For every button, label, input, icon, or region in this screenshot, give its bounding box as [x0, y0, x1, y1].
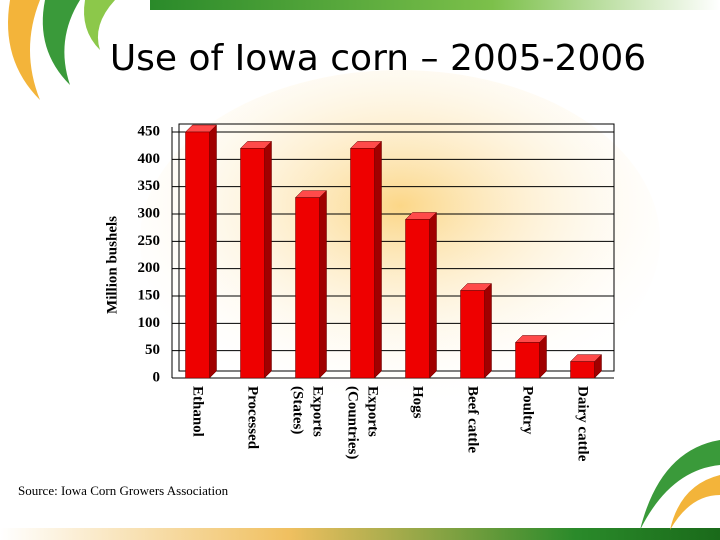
bar [405, 219, 430, 379]
bar [350, 148, 375, 379]
bar-side [429, 211, 437, 379]
swoosh [670, 475, 720, 530]
bar [240, 148, 265, 379]
bar-side [209, 124, 217, 379]
bar [515, 342, 540, 379]
x-tick-label: Hogs [409, 386, 426, 419]
plot-wall [178, 123, 615, 372]
y-tick-label: 400 [138, 151, 161, 167]
swoosh [640, 440, 720, 530]
swoosh [84, 0, 115, 50]
bar [185, 131, 210, 379]
chart-title: Use of Iowa corn – 2005-2006 [110, 38, 646, 79]
x-tick-label: Exports (Countries) [344, 386, 381, 460]
bar-side [264, 140, 272, 379]
x-tick-label: Ethanol [189, 386, 206, 437]
bar-side [484, 282, 492, 379]
y-tick-label: 250 [138, 233, 161, 249]
source-note: Source: Iowa Corn Growers Association [18, 483, 229, 498]
y-tick-label: 150 [138, 287, 161, 303]
y-axis-label: Million bushels [104, 216, 120, 314]
x-tick-label: Dairy cattle [574, 386, 591, 462]
bar-side [319, 189, 327, 379]
x-tick-label: Exports (States) [289, 386, 326, 437]
x-tick-label: Beef cattle [464, 386, 481, 454]
bottom-band [0, 528, 720, 540]
bar-side [539, 334, 547, 379]
swoosh [8, 0, 40, 100]
y-tick-label: 300 [138, 205, 161, 221]
bar [570, 361, 595, 379]
y-tick-label: 100 [138, 315, 161, 331]
swoosh [42, 0, 80, 85]
y-tick-label: 0 [153, 369, 161, 385]
y-tick-label: 450 [138, 123, 161, 139]
x-tick-label: Processed [244, 386, 261, 450]
top-band [150, 0, 720, 10]
x-tick-label: Poultry [519, 386, 536, 435]
y-tick-label: 350 [138, 178, 161, 194]
y-tick-label: 50 [145, 342, 160, 358]
bar-side [374, 140, 382, 379]
bar [295, 197, 320, 379]
y-tick-label: 200 [138, 260, 161, 276]
bar [460, 290, 485, 379]
